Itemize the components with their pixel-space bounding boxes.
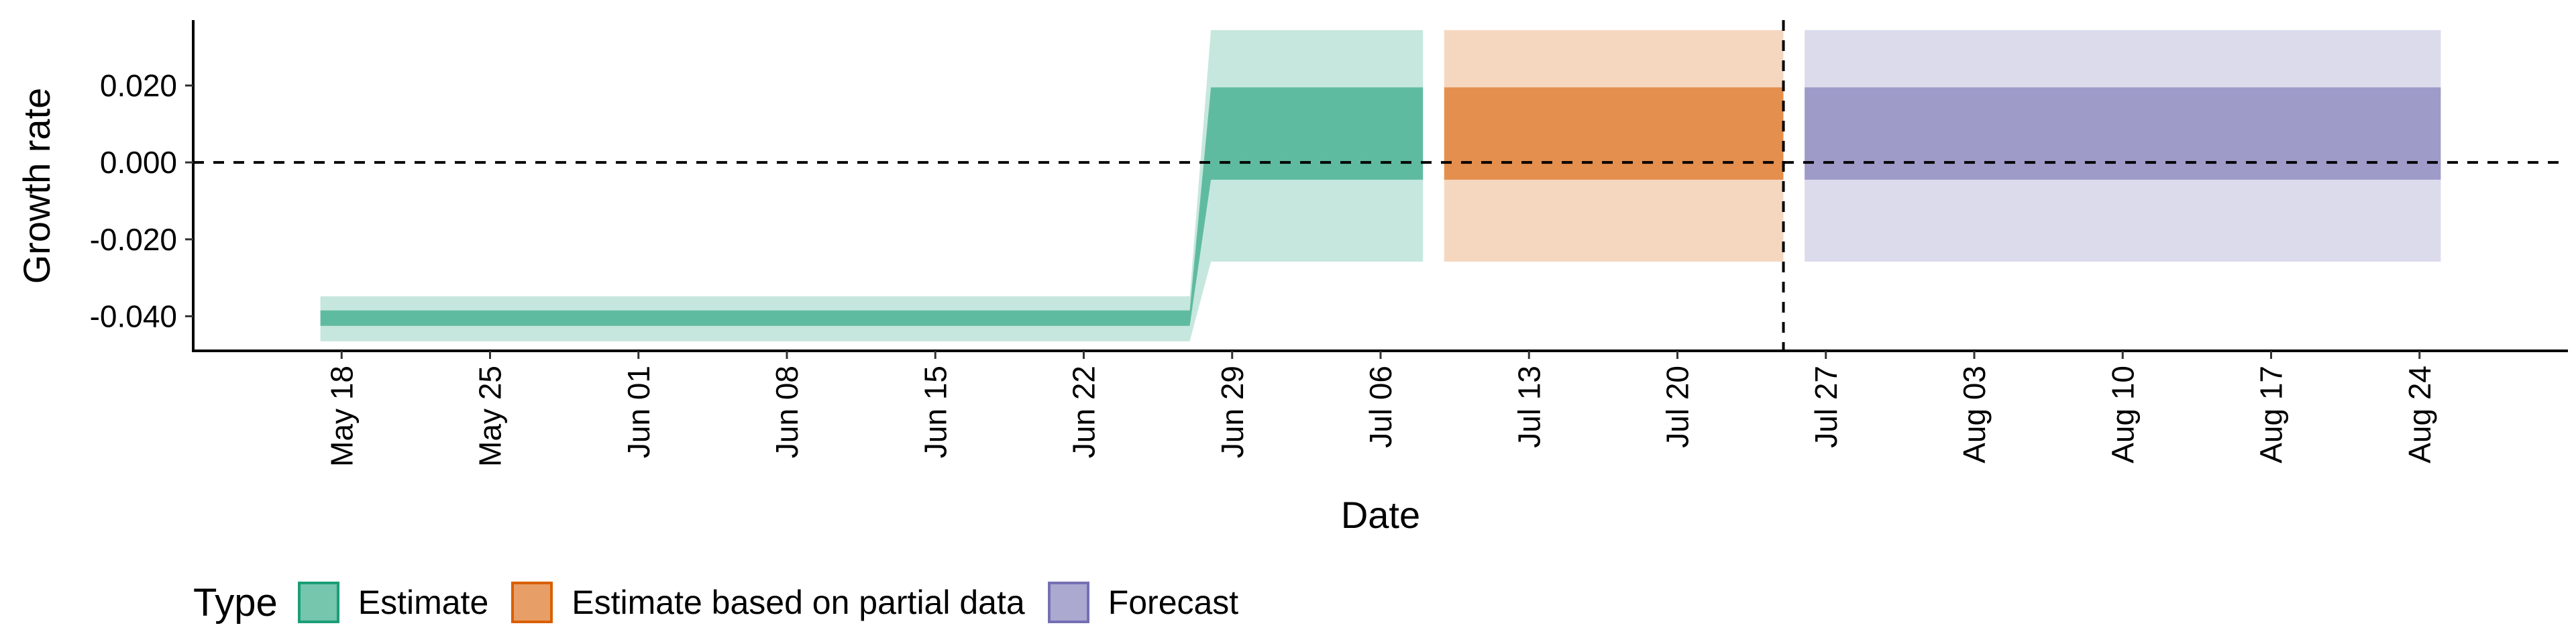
x-tick-label: Jul 06 [1363, 366, 1398, 448]
ribbon-inner-estimate [320, 87, 1424, 326]
x-tick-label: Jun 29 [1215, 366, 1250, 458]
axes-layer: -0.040 -0.020 0.000 0.020 May 18 May 25 Jun 01… [90, 20, 2568, 467]
x-tick-label: Aug 10 [2105, 366, 2140, 464]
y-tick-label: -0.040 [90, 299, 177, 333]
legend-key-partial [511, 582, 553, 623]
x-tick-label: Aug 17 [2254, 366, 2289, 464]
legend-item-estimate: Estimate [297, 582, 489, 623]
legend-label-forecast: Forecast [1108, 584, 1239, 621]
legend-item-partial: Estimate based on partial data [511, 582, 1025, 623]
ribbon-inner-estimate-based-on-partial-data [1444, 87, 1784, 180]
y-axis-title: Growth rate [15, 88, 58, 284]
y-tick-label: 0.020 [100, 68, 177, 103]
x-axis-title: Date [1341, 494, 1420, 536]
y-tick-label: -0.020 [90, 222, 177, 257]
ribbon-inner-forecast [1805, 87, 2441, 180]
x-tick-label: Jun 01 [621, 366, 656, 458]
legend-key-forecast [1047, 582, 1089, 623]
x-tick-label: May 18 [324, 366, 359, 467]
x-tick-label: Jun 08 [769, 366, 804, 458]
y-tick-label: 0.000 [100, 145, 177, 180]
legend-title: Type [193, 580, 278, 625]
ribbon-outer-estimate [320, 30, 1424, 341]
growth-rate-chart: -0.040 -0.020 0.000 0.020 May 18 May 25 Jun 01… [15, 20, 2568, 536]
x-tick-label: Jun 15 [918, 366, 953, 458]
legend-label-partial: Estimate based on partial data [572, 584, 1025, 621]
x-tick-label: Jun 22 [1067, 366, 1102, 458]
legend-key-estimate [297, 582, 339, 623]
legend-label-estimate: Estimate [358, 584, 489, 621]
ribbon-layer [320, 30, 2441, 341]
x-tick-label: Jul 27 [1809, 366, 1843, 448]
x-tick-label: May 25 [473, 366, 508, 467]
reference-line-layer [193, 20, 2568, 351]
x-tick-label: Jul 13 [1511, 366, 1546, 448]
x-tick-label: Jul 20 [1660, 366, 1695, 448]
x-tick-label: Aug 24 [2402, 366, 2437, 464]
legend: Type Estimate Estimate based on partial … [193, 576, 1261, 629]
legend-item-forecast: Forecast [1047, 582, 1239, 623]
x-tick-label: Aug 03 [1957, 366, 1992, 464]
